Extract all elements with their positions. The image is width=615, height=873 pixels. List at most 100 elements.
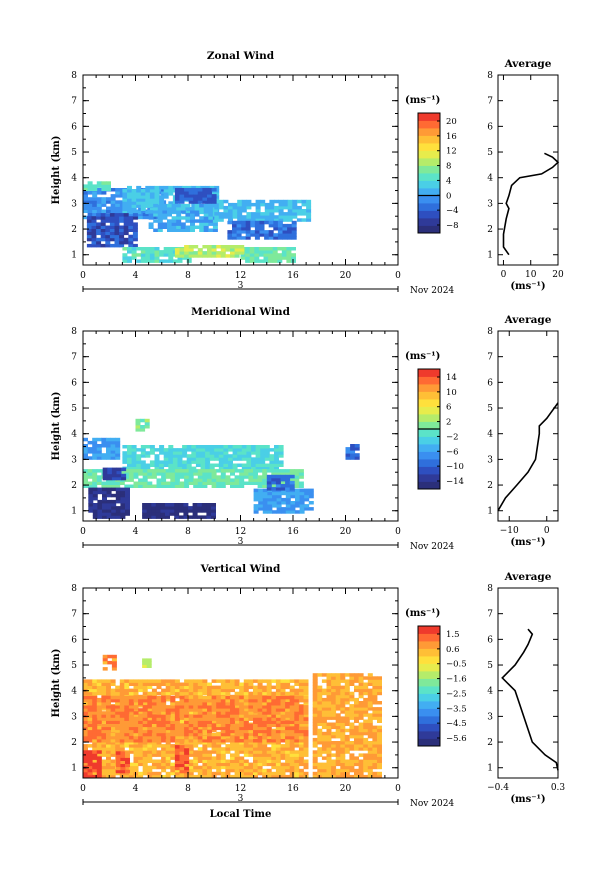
heatmap-cell (285, 469, 291, 473)
heatmap-cell (184, 711, 190, 715)
heatmap-cell (202, 245, 208, 249)
heatmap-cell (190, 210, 195, 214)
colorbar-tick-label: −3.5 (446, 704, 467, 714)
heatmap-cell (140, 201, 146, 205)
heatmap-cell (239, 682, 245, 686)
heatmap-cell (102, 499, 107, 504)
heatmap-cell (220, 705, 226, 709)
heatmap-cell (110, 437, 116, 442)
heatmap-cell (124, 735, 130, 740)
heatmap-cell (207, 682, 212, 686)
heatmap-cell (207, 469, 212, 473)
heatmap-cell (149, 207, 155, 211)
heatmap-cell (119, 231, 125, 236)
heatmap-cell (128, 216, 134, 220)
heatmap-cell (96, 188, 102, 192)
heatmap-cell (151, 695, 157, 700)
heatmap-cell (119, 732, 125, 737)
heatmap-cell (218, 448, 224, 452)
heatmap-cell (282, 236, 288, 240)
heatmap-cell (377, 719, 382, 723)
heatmap-cell (127, 457, 132, 461)
heatmap-cell (326, 756, 332, 760)
heatmap-cell (154, 460, 160, 464)
heatmap-cell (125, 503, 130, 507)
heatmap-cell (190, 222, 195, 226)
heatmap-cell (151, 747, 157, 751)
heatmap-cell (303, 713, 309, 717)
heatmap-cell (234, 771, 240, 776)
heatmap-cell (243, 735, 249, 740)
heatmap-cell (149, 185, 155, 190)
heatmap-cell (303, 698, 309, 703)
heatmap-cell (239, 251, 245, 255)
heatmap-cell (354, 679, 359, 683)
heatmap-cell (220, 735, 226, 740)
heatmap-cell (188, 726, 194, 731)
heatmap-cell (259, 220, 265, 225)
heatmap-cell (202, 484, 208, 488)
colorbar-tick-label: −10 (446, 462, 464, 472)
heatmap-cell (149, 189, 155, 193)
heatmap-cell (87, 685, 93, 690)
heatmap-cell (193, 251, 199, 255)
heatmap-cell (299, 504, 305, 508)
heatmap-cell (257, 478, 263, 482)
heatmap-cell (115, 440, 121, 445)
heatmap-cell (216, 705, 222, 709)
heatmap-cell (165, 714, 171, 718)
heatmap-cell (211, 695, 217, 700)
heatmap-cell (151, 723, 157, 728)
heatmap-cell (262, 497, 268, 502)
heatmap-cell (128, 234, 134, 239)
heatmap-cell (154, 256, 160, 260)
heatmap-cell (262, 750, 268, 754)
heatmap-cell (271, 723, 277, 728)
heatmap-cell (250, 220, 256, 225)
heatmap-cell (234, 251, 240, 255)
heatmap-cell (271, 477, 277, 482)
heatmap-cell (269, 212, 275, 216)
heatmap-cell (193, 679, 199, 683)
heatmap-cell (239, 714, 245, 718)
heatmap-cell (191, 454, 197, 458)
heatmap-cell (211, 503, 216, 507)
heatmap-cell (120, 766, 126, 771)
heatmap-cell (298, 695, 304, 700)
heatmap-cell (101, 739, 107, 743)
heatmap-cell (110, 717, 116, 721)
heatmap-cell (106, 515, 112, 519)
heatmap-cell (105, 237, 111, 242)
heatmap-cell (289, 474, 295, 479)
heatmap-cell (145, 195, 151, 199)
heatmap-cell (294, 475, 300, 479)
heatmap-cell (162, 210, 168, 214)
heatmap-cell (151, 714, 157, 718)
heatmap-cell (294, 698, 300, 703)
heatmap-cell (128, 735, 134, 740)
heatmap-cell (151, 475, 157, 479)
heatmap-cell (119, 237, 125, 242)
colorbar-swatch (418, 731, 440, 739)
heatmap-cell (197, 735, 203, 740)
heatmap-cell (162, 207, 168, 211)
heatmap-cell (92, 717, 98, 721)
heatmap-cell (96, 447, 102, 451)
heatmap-cell (207, 723, 212, 728)
heatmap-cell (147, 759, 153, 763)
heatmap-cell (349, 676, 355, 680)
heatmap-cell (291, 227, 297, 231)
heatmap-cell (110, 765, 116, 770)
avg-y-tick-label: 2 (487, 738, 493, 748)
heatmap-cell (372, 679, 378, 683)
heatmap-cell (243, 732, 249, 737)
heatmap-cell (275, 723, 281, 728)
date-day: 3 (238, 794, 244, 804)
heatmap-cell (138, 710, 144, 714)
heatmap-cell (83, 209, 88, 213)
heatmap-cell (289, 717, 295, 721)
heatmap-cell (101, 723, 107, 728)
heatmap-cell (125, 490, 130, 495)
heatmap-cell (220, 720, 226, 724)
heatmap-cell (120, 506, 126, 510)
